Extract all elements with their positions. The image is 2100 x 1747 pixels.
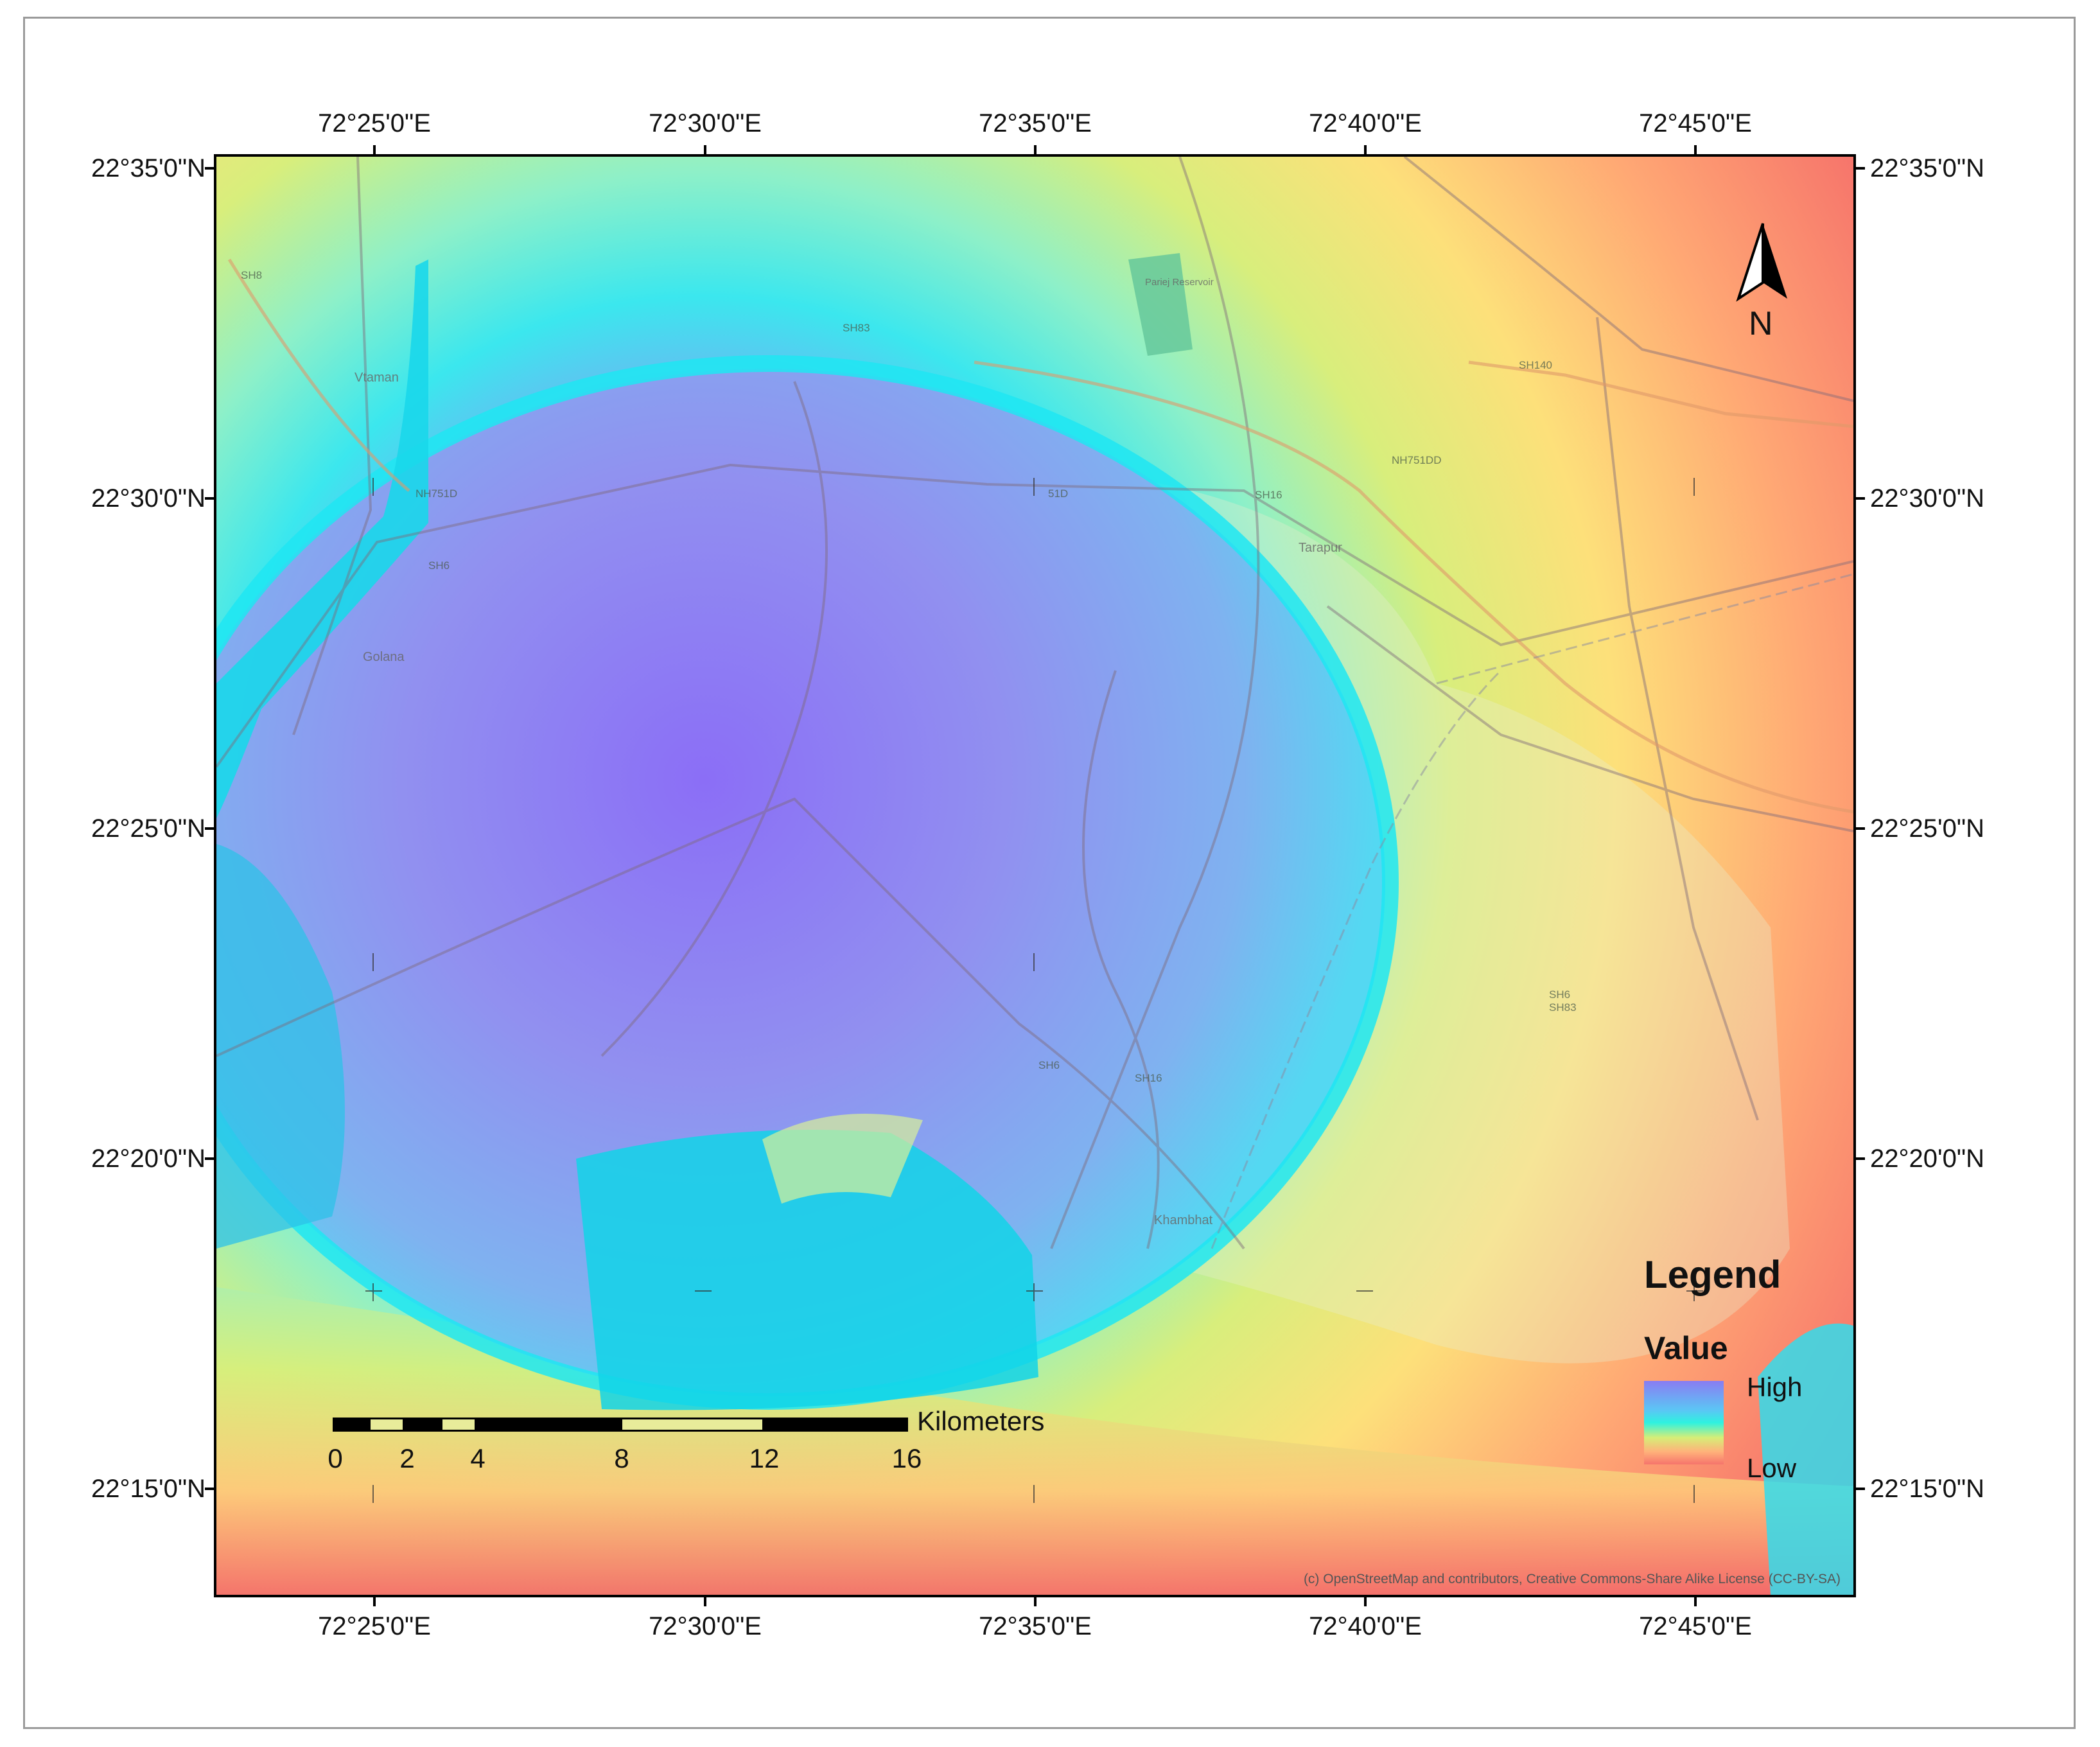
lon-tick: [1364, 1597, 1367, 1606]
legend-title: Legend: [1644, 1253, 1781, 1296]
lat-tick: [205, 827, 214, 830]
scale-label: 2: [399, 1443, 415, 1473]
scale-segment: [441, 1418, 477, 1432]
north-arrow-icon: [1736, 223, 1787, 302]
place-label-vtaman: Vtaman: [354, 371, 399, 385]
scale-label: 4: [470, 1443, 486, 1473]
river-sabarmati: [216, 259, 428, 818]
lon-label-bottom: 72°25'0"E: [318, 1612, 431, 1640]
lat-label-left: 22°25'0"N: [91, 814, 206, 843]
lon-label-top: 72°35'0"E: [979, 109, 1092, 137]
map-attribution: (c) OpenStreetMap and contributors, Crea…: [1303, 1572, 1841, 1586]
north-arrow: N: [1724, 218, 1801, 360]
road-label: NH751D: [416, 487, 457, 500]
scale-segment: [477, 1418, 620, 1432]
scale-segment: [333, 1418, 369, 1432]
scale-bar: Kilometers 0 2 4 8 12 16: [328, 1406, 1044, 1482]
lat-tick: [1856, 167, 1865, 170]
scale-unit-label: Kilometers: [917, 1406, 1045, 1436]
high-value-zone: [216, 369, 1385, 1396]
lat-label-right: 22°20'0"N: [1870, 1145, 1984, 1173]
lon-tick: [1364, 145, 1367, 154]
scale-label: 12: [749, 1443, 780, 1473]
lat-label-right: 22°35'0"N: [1870, 154, 1984, 182]
legend: Legend Value High Low: [1644, 1252, 1850, 1484]
lat-tick: [205, 1488, 214, 1490]
lat-label-right: 22°25'0"N: [1870, 814, 1984, 843]
road-network: [216, 157, 1853, 1250]
lon-label-top: 72°40'0"E: [1309, 109, 1422, 137]
road-label: SH83: [843, 322, 870, 334]
figure-border: [23, 17, 2076, 1729]
lat-label-left: 22°30'0"N: [91, 484, 206, 513]
lat-label-right: 22°15'0"N: [1870, 1475, 1984, 1503]
road-label: SH8: [241, 269, 262, 281]
lat-label-right: 22°30'0"N: [1870, 484, 1984, 513]
road-label: NH751DD: [1392, 454, 1441, 466]
lon-tick: [1034, 145, 1037, 154]
railways: [1211, 573, 1853, 1249]
lon-label-top: 72°45'0"E: [1639, 109, 1752, 137]
map-frame: Vtaman Golana Tarapur Khambhat Pariej Re…: [214, 154, 1856, 1597]
legend-high-label: High: [1747, 1372, 1803, 1402]
lon-tick: [1694, 1597, 1697, 1606]
lon-tick: [1034, 1597, 1037, 1606]
road-label: SH6: [1038, 1059, 1060, 1071]
lat-label-left: 22°15'0"N: [91, 1475, 206, 1503]
lon-tick: [704, 1597, 706, 1606]
scale-segment: [405, 1418, 441, 1432]
lon-label-bottom: 72°35'0"E: [979, 1612, 1092, 1640]
north-label: N: [1749, 305, 1773, 342]
island: [762, 1114, 923, 1204]
scale-label: 8: [614, 1443, 629, 1473]
lon-tick: [373, 1597, 376, 1606]
road-label: 51D: [1048, 487, 1068, 500]
lat-tick: [1856, 1488, 1865, 1490]
scale-segment: [764, 1418, 908, 1432]
road-label: SH16: [1135, 1072, 1162, 1084]
road-label: SH140: [1519, 359, 1552, 371]
lat-label-left: 22°20'0"N: [91, 1145, 206, 1173]
road-label: SH16: [1255, 489, 1282, 501]
lon-label-top: 72°30'0"E: [649, 109, 762, 137]
place-label-pariej: Pariej Reservoir: [1145, 277, 1214, 288]
pariej-reservoir: [1128, 253, 1193, 356]
graticule-crosses: [365, 478, 1703, 1503]
legend-subtitle: Value: [1644, 1330, 1728, 1366]
lon-tick: [373, 145, 376, 154]
lat-tick: [205, 167, 214, 170]
coastal-water: [216, 844, 345, 1249]
place-label-tarapur: Tarapur: [1299, 541, 1342, 555]
lon-label-bottom: 72°45'0"E: [1639, 1612, 1752, 1640]
lon-label-bottom: 72°40'0"E: [1309, 1612, 1422, 1640]
scale-segment: [369, 1418, 405, 1432]
lon-label-top: 72°25'0"E: [318, 109, 431, 137]
scale-segment: [620, 1418, 764, 1432]
lat-tick: [1856, 1157, 1865, 1160]
lat-tick: [205, 1157, 214, 1160]
scale-label: 0: [328, 1443, 343, 1473]
scale-label: 16: [891, 1443, 922, 1473]
gulf-water: [576, 1130, 1038, 1410]
road-label: SH6: [1549, 988, 1570, 1001]
place-label-golana: Golana: [363, 650, 405, 664]
lat-tick: [1856, 827, 1865, 830]
road-label: SH83: [1549, 1001, 1577, 1014]
lon-tick: [704, 145, 706, 154]
lat-tick: [1856, 497, 1865, 500]
east-water: [1758, 1323, 1853, 1595]
legend-color-ramp: [1644, 1381, 1724, 1464]
place-label-khambhat: Khambhat: [1154, 1213, 1213, 1227]
legend-low-label: Low: [1747, 1453, 1797, 1483]
interpolation-map: Vtaman Golana Tarapur Khambhat Pariej Re…: [216, 157, 1853, 1595]
road-label: SH6: [428, 559, 450, 572]
lat-tick: [205, 497, 214, 500]
highways: [227, 258, 1853, 814]
lon-tick: [1694, 145, 1697, 154]
lat-label-left: 22°35'0"N: [91, 154, 206, 182]
lon-label-bottom: 72°30'0"E: [649, 1612, 762, 1640]
